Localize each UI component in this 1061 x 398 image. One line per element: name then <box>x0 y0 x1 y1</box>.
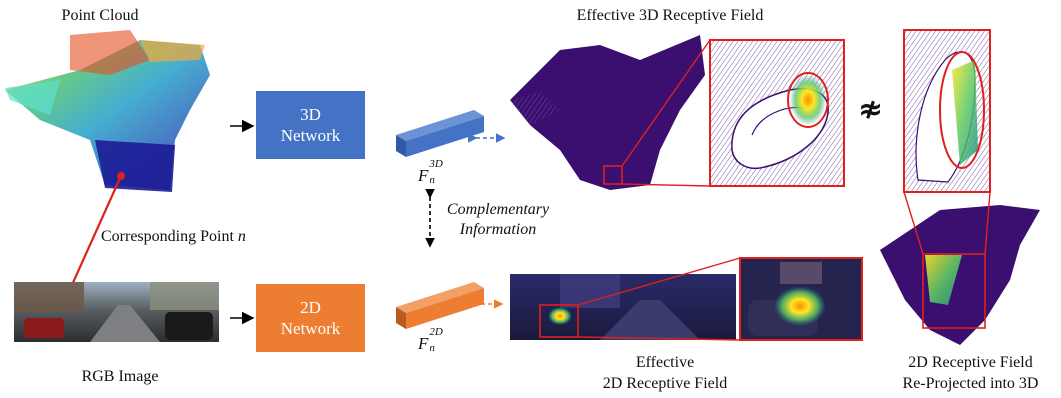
feature-3d-label: F 3D n <box>418 158 443 186</box>
corresponding-point-label: Corresponding Point n <box>101 228 246 245</box>
effective-3d-label: Effective 3D Receptive Field <box>576 7 764 24</box>
effective-2d-label: Effective 2D Receptive Field <box>602 354 728 392</box>
effective-2d-image <box>510 257 741 341</box>
not-approx-symbol: ≉ <box>858 92 884 127</box>
reprojected-label: 2D Receptive Field Re-Projected into 3D <box>902 354 1039 392</box>
feature-2d-label: F 2D n <box>418 326 443 354</box>
network-2d-box: 2D Network <box>256 284 365 352</box>
zoom-reprojected <box>903 29 991 193</box>
complementary-label: Complementary Information <box>446 201 550 238</box>
network-3d-box: 3D Network <box>256 91 365 159</box>
feature-prism-3d <box>396 110 484 157</box>
zoom-2d-car <box>739 257 863 341</box>
reprojected-pointcloud <box>880 191 1040 345</box>
point-cloud-label: Point Cloud <box>61 7 139 24</box>
rgb-image <box>14 282 219 342</box>
point-cloud-image <box>5 30 210 192</box>
rgb-image-label: RGB Image <box>81 368 159 385</box>
feature-prism-2d <box>396 282 484 329</box>
effective-3d-pointcloud <box>510 35 711 190</box>
zoom-3d-car <box>709 39 845 187</box>
